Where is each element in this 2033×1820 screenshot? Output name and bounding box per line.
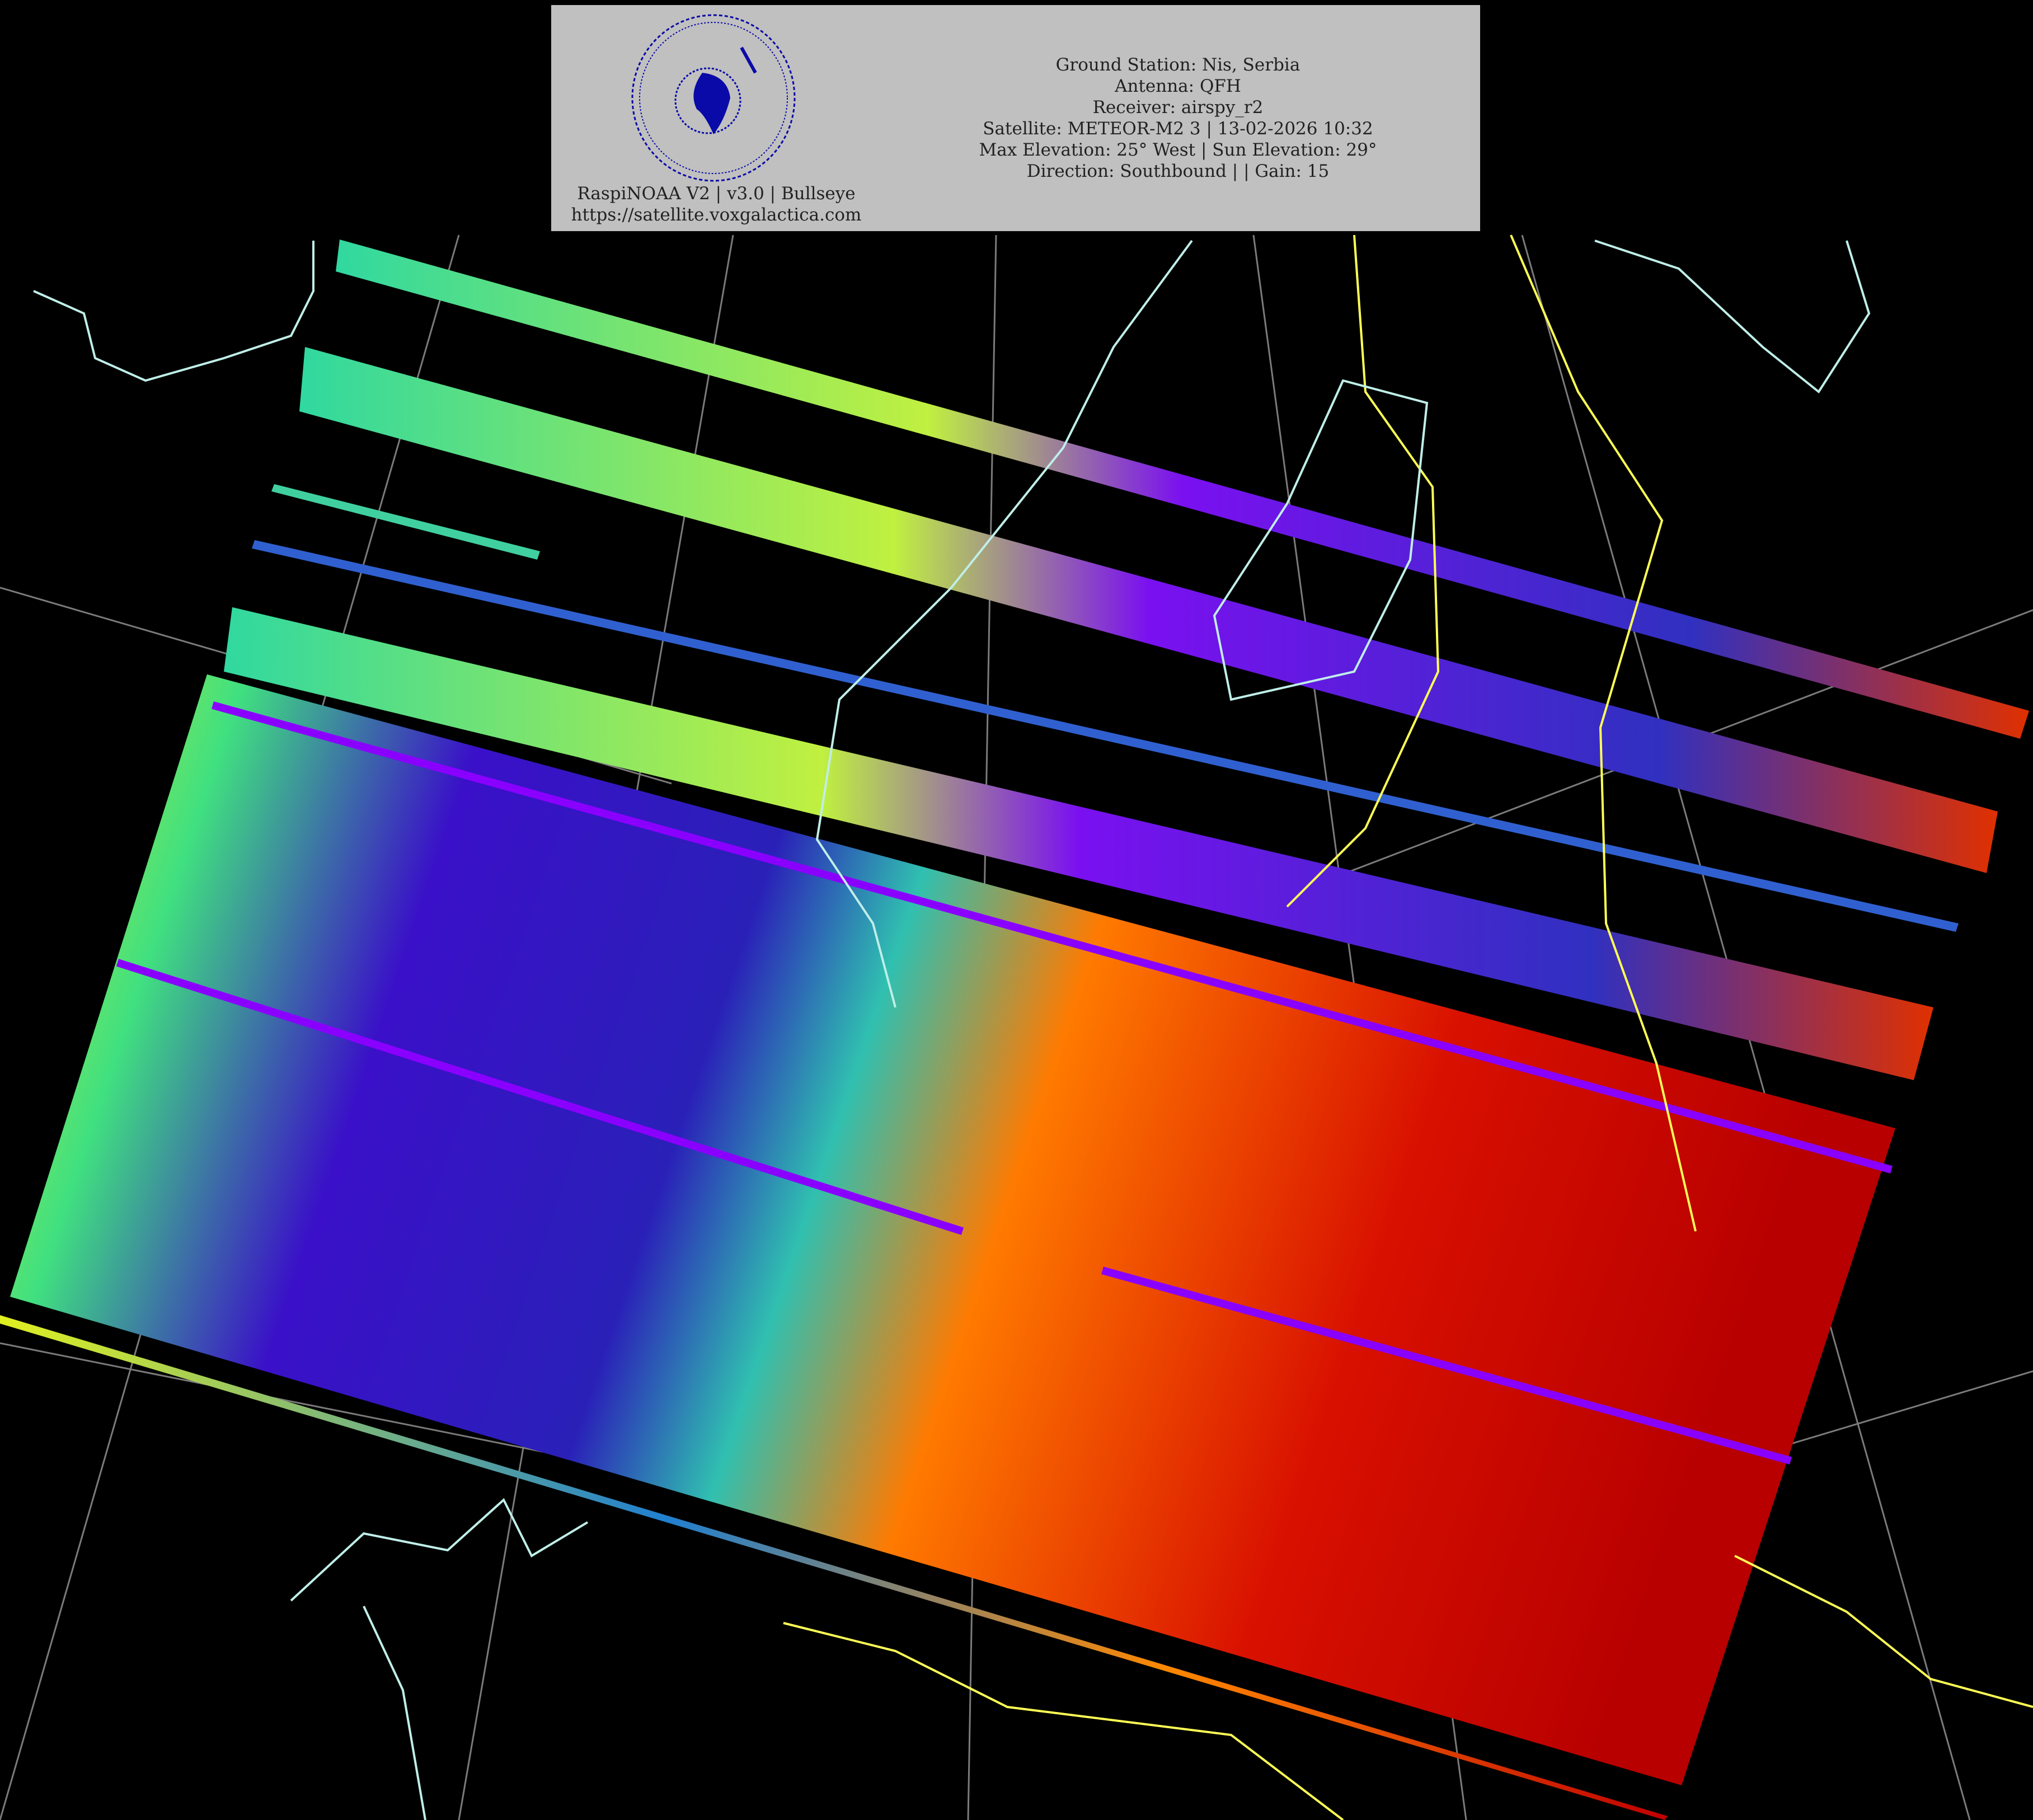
pass-details: Ground Station: Nis, Serbia Antenna: QFH… [898, 54, 1458, 182]
satellite-icon [740, 46, 757, 74]
coastlines [33, 240, 1871, 1820]
swath-bottom-strip [0, 1315, 1668, 1820]
swath-upper-strips [224, 240, 2029, 1080]
country-borders [783, 234, 2033, 1820]
satellite-datetime: Satellite: METEOR-M2 3 | 13-02-2026 10:3… [983, 119, 1373, 139]
website-url: https://satellite.voxgalactica.com [571, 205, 862, 225]
info-panel: RaspiNOAA V2 | v3.0 | Bullseye https://s… [551, 5, 1480, 231]
ground-station: Ground Station: Nis, Serbia [1055, 55, 1300, 75]
swath-noise-lines [116, 701, 1893, 1465]
globe-icon [674, 67, 741, 134]
software-version: RaspiNOAA V2 | v3.0 | Bullseye [577, 184, 856, 204]
antenna: Antenna: QFH [1115, 76, 1241, 96]
station-logo [631, 14, 796, 182]
direction-gain: Direction: Southbound | | Gain: 15 [1026, 161, 1330, 181]
elevation: Max Elevation: 25° West | Sun Elevation:… [979, 140, 1377, 160]
receiver: Receiver: airspy_r2 [1092, 97, 1264, 118]
